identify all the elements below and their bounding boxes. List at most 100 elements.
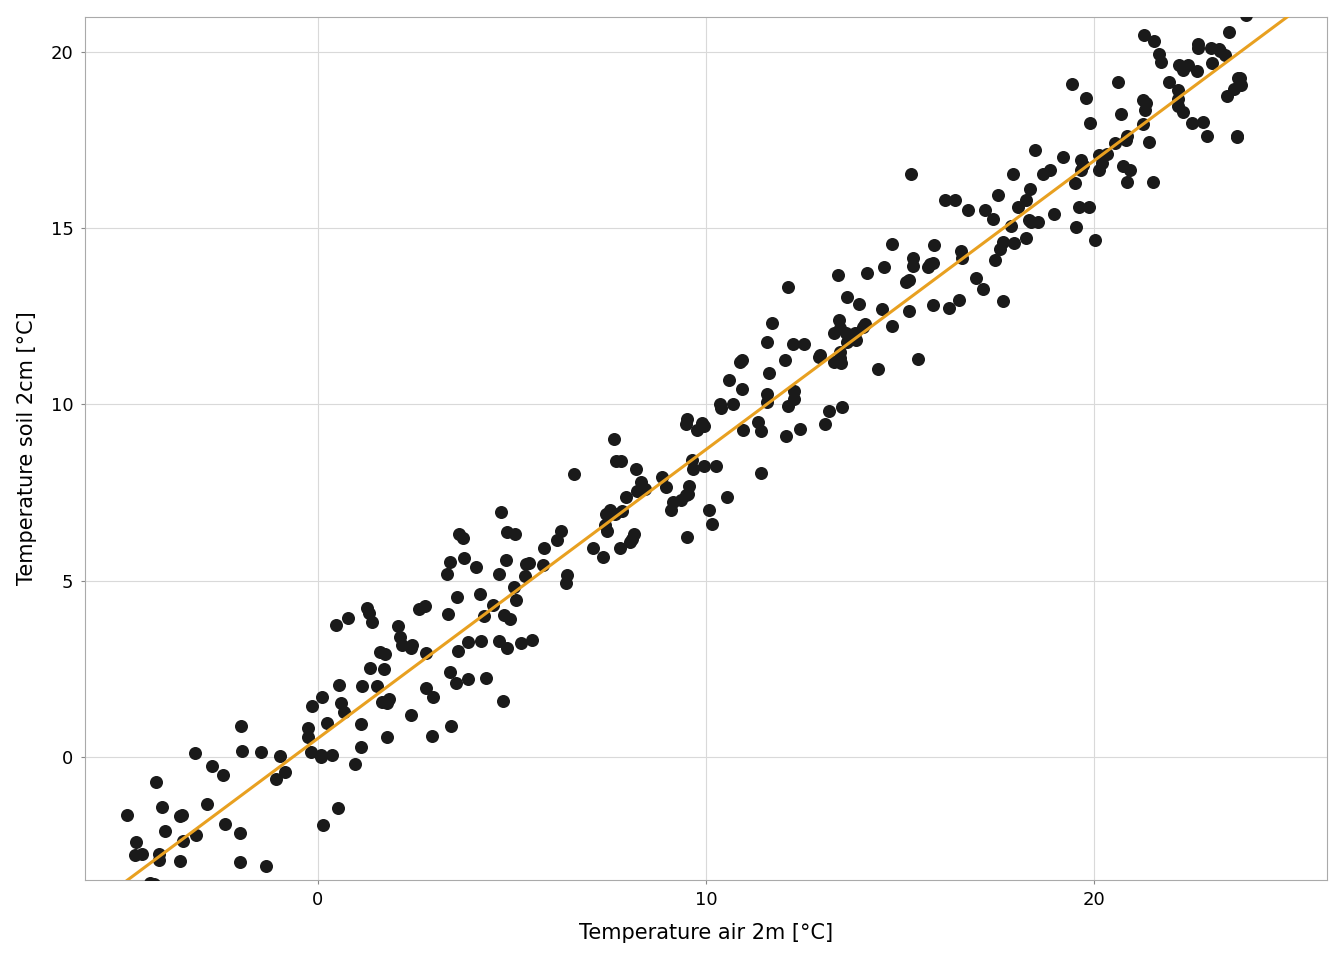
Point [898,273,919,288]
Point [950,243,972,258]
Point [778,397,800,413]
Point [117,807,138,823]
Point [1020,215,1042,230]
Point [1181,115,1203,131]
Point [1196,128,1218,143]
Point [1142,175,1164,190]
Point [469,586,491,601]
Point [359,660,380,676]
Point [1202,56,1223,71]
Point [750,465,771,480]
Point [555,575,577,590]
Point [465,559,487,574]
Point [1068,200,1090,215]
Point [624,526,645,541]
Point [415,680,437,695]
Point [281,889,302,904]
Point [516,556,538,571]
Point [609,540,630,556]
Point [534,540,555,555]
Point [310,689,332,705]
Point [603,431,625,446]
Point [476,670,497,685]
Point [818,403,840,419]
Point [1079,115,1101,131]
Point [493,608,515,623]
Point [732,422,754,438]
Point [710,396,731,412]
Point [900,166,922,181]
Point [349,716,371,732]
Point [448,643,469,659]
Point [1138,134,1160,150]
Point [482,597,504,612]
Point [124,848,145,863]
Point [492,693,513,708]
Point [1177,58,1199,73]
Point [297,729,319,744]
Point [988,187,1009,203]
Point [388,630,410,645]
Point [1144,33,1165,48]
Point [874,259,895,275]
Point [375,646,396,661]
Point [1039,162,1060,178]
Point [184,746,206,761]
Point [784,392,805,407]
Point [1223,82,1245,97]
Point [1105,135,1126,151]
Point [1113,157,1134,173]
Point [452,531,473,546]
Point [496,524,517,540]
Point [958,202,980,217]
Point [148,852,169,868]
Point [919,256,941,272]
Point [952,250,973,265]
Point [848,297,870,312]
Point [692,419,714,434]
Point [125,834,146,850]
Point [917,259,938,275]
Point [1120,162,1141,178]
Point [457,635,478,650]
Point [984,252,1005,268]
Point [824,354,845,370]
Point [122,893,144,908]
Point [145,774,167,789]
Y-axis label: Temperature soil 2cm [°C]: Temperature soil 2cm [°C] [16,312,36,586]
Point [716,490,738,505]
Point [300,745,321,760]
Point [202,758,223,774]
Point [1075,90,1097,106]
Point [679,479,700,494]
Point [1024,142,1046,157]
Point [836,289,857,304]
Point [1110,107,1132,122]
Point [824,325,845,341]
Point [757,386,778,401]
Point [1230,70,1251,85]
Point [612,504,633,519]
Point [934,193,956,208]
Point [1216,88,1238,104]
Point [660,502,681,517]
Point [1027,214,1048,229]
Point [421,729,442,744]
Point [1150,55,1172,70]
Point [344,756,366,772]
Point [496,640,517,656]
Point [172,807,194,823]
Point [1107,75,1129,90]
Point [1168,58,1189,73]
Point [331,695,352,710]
Point [325,617,347,633]
Point [630,474,652,490]
Point [215,816,237,831]
Point [1133,116,1154,132]
Point [1200,40,1222,56]
Point [230,825,251,840]
Point [1214,47,1235,62]
Point [827,268,848,283]
Point [521,632,543,647]
Point [722,396,743,412]
